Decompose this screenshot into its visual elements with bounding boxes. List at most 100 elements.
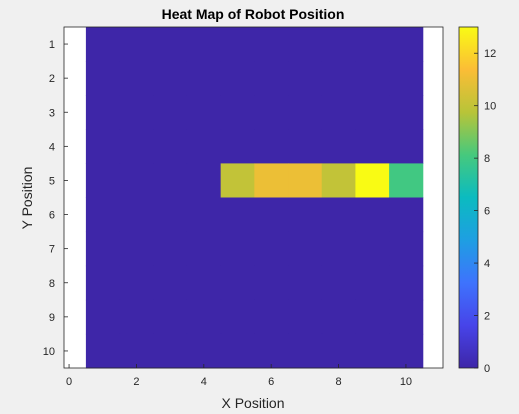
heatmap-cell [153, 129, 188, 164]
chart-title: Heat Map of Robot Position [162, 6, 345, 22]
heatmap-cell [186, 197, 222, 233]
heatmap-cell [85, 129, 121, 164]
heatmap-cell [355, 265, 390, 301]
colorbar [458, 26, 479, 369]
heatmap-cell [153, 333, 188, 369]
y-tick-label: 4 [49, 141, 55, 153]
y-axis: 1 2 3 4 5 6 7 8 9 10 [43, 39, 68, 358]
heatmap-cell [254, 265, 289, 301]
heatmap-cell [85, 163, 121, 198]
heatmap-cell [355, 95, 390, 130]
heatmap-cell [288, 265, 323, 301]
heatmap-cell [288, 61, 323, 96]
heatmap-cell [355, 231, 390, 267]
heatmap-cell [321, 61, 356, 96]
heatmap-cell [355, 197, 390, 233]
heatmap-cell [321, 333, 356, 369]
heatmap-cell [85, 197, 121, 233]
heatmap-cell [254, 129, 289, 164]
heatmap-cell [220, 61, 255, 96]
heatmap-cell [119, 299, 154, 335]
heatmap-cell [85, 27, 121, 62]
heatmap-cell [119, 265, 154, 301]
heatmap-cell [153, 27, 188, 62]
heatmap-cell [186, 129, 222, 164]
colorbar-tick-label: 8 [484, 153, 490, 165]
heatmap-cell [85, 95, 121, 130]
heatmap-cell [85, 61, 121, 96]
heatmap-cell [254, 299, 289, 335]
x-tick-label: 4 [201, 376, 207, 388]
heatmap-cell [389, 197, 424, 233]
heatmap-cell [85, 231, 121, 267]
heatmap-cell [186, 27, 222, 62]
heatmap-cell [321, 129, 356, 164]
heatmap-cell [119, 95, 154, 130]
heatmap-cell [119, 27, 154, 62]
y-tick-label: 10 [43, 346, 55, 358]
x-tick-label: 8 [336, 376, 342, 388]
heatmap-cell [389, 61, 424, 96]
heatmap-cell [220, 265, 255, 301]
y-tick-label: 7 [49, 244, 55, 256]
heatmap-cell [321, 27, 356, 62]
heatmap-cell [355, 299, 390, 335]
heatmap-cell [321, 197, 356, 233]
heatmap-cell [186, 95, 222, 130]
heatmap-cell [389, 95, 424, 130]
heatmap-cell [355, 333, 390, 369]
heatmap-cells [85, 27, 424, 369]
heatmap-cell [389, 333, 424, 369]
colorbar-tick-label: 4 [484, 258, 490, 270]
y-axis-label: Y Position [19, 167, 35, 230]
heatmap-cell [220, 129, 255, 164]
heatmap-cell [321, 163, 356, 198]
heatmap-cell [186, 265, 222, 301]
heatmap-cell [288, 333, 323, 369]
heatmap-cell [389, 27, 424, 62]
x-axis: 0 2 4 6 8 10 [66, 364, 412, 388]
heatmap-cell [288, 299, 323, 335]
heatmap-cell [153, 197, 188, 233]
heatmap-cell [288, 163, 323, 198]
heatmap-cell [321, 265, 356, 301]
heatmap-cell [389, 299, 424, 335]
heatmap-cell [186, 61, 222, 96]
heatmap-cell [220, 95, 255, 130]
colorbar-ticks: 0 2 4 6 8 10 12 [474, 48, 496, 375]
heatmap-cell [186, 299, 222, 335]
x-tick-label: 2 [133, 376, 139, 388]
x-tick-label: 10 [400, 376, 412, 388]
heatmap-cell [321, 299, 356, 335]
heatmap-cell [254, 197, 289, 233]
heatmap-cell [119, 333, 154, 369]
heatmap-cell [389, 129, 424, 164]
heatmap-cell [186, 231, 222, 267]
heatmap-cell [119, 129, 154, 164]
heatmap-cell [389, 265, 424, 301]
heatmap-cell [389, 163, 424, 198]
heatmap-cell [153, 231, 188, 267]
heatmap-cell [254, 27, 289, 62]
y-tick-label: 6 [49, 210, 55, 222]
heatmap-cell [355, 163, 390, 198]
heatmap-cell [254, 61, 289, 96]
heatmap-cell [186, 163, 222, 198]
y-tick-label: 1 [49, 39, 55, 51]
heatmap-cell [85, 299, 121, 335]
heatmap-cell [153, 163, 188, 198]
heatmap-cell [119, 197, 154, 233]
y-tick-label: 9 [49, 312, 55, 324]
heatmap-cell [254, 231, 289, 267]
heatmap-cell [220, 163, 255, 198]
y-tick-label: 3 [49, 107, 55, 119]
heatmap-cell [254, 163, 289, 198]
heatmap-cell [220, 333, 255, 369]
x-tick-label: 6 [268, 376, 274, 388]
heatmap-cell [119, 163, 154, 198]
y-tick-label: 8 [49, 278, 55, 290]
heatmap-cell [85, 265, 121, 301]
heatmap-cell [254, 333, 289, 369]
heatmap-cell [355, 129, 390, 164]
